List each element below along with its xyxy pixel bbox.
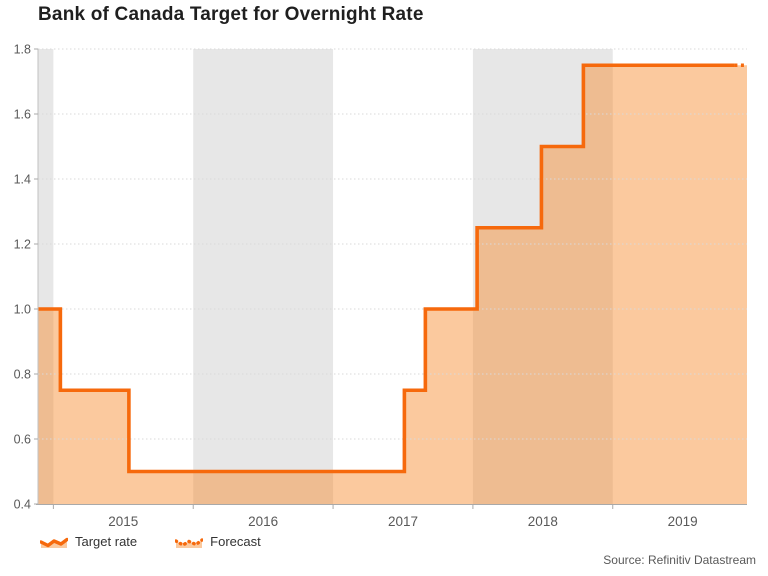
year-shading-band (472, 49, 613, 504)
y-tick-label: 0.4 (14, 498, 31, 512)
x-tick-label: 2015 (108, 514, 138, 529)
year-shading-band (193, 49, 334, 504)
legend-item-target-rate: Target rate (40, 533, 137, 549)
y-tick-label: 1.6 (14, 108, 31, 122)
chart-title: Bank of Canada Target for Overnight Rate (38, 4, 424, 25)
legend-item-forecast: Forecast (175, 533, 261, 549)
target-rate-swatch-icon (40, 537, 68, 548)
x-tick-label: 2017 (388, 514, 418, 529)
y-tick-label: 0.6 (14, 433, 31, 447)
y-tick-label: 1.4 (14, 173, 31, 187)
legend-label-target-rate: Target rate (75, 533, 138, 549)
y-tick-label: 1.0 (14, 303, 31, 317)
area-fill (38, 65, 747, 504)
legend-label-forecast: Forecast (210, 533, 261, 549)
forecast-swatch-icon (175, 538, 204, 548)
x-tick-label: 2016 (248, 514, 278, 529)
y-tick-label: 1.8 (14, 43, 31, 57)
year-shading-band (38, 49, 54, 504)
target-rate-line (38, 63, 735, 474)
x-tick-label: 2018 (528, 514, 558, 529)
x-tick-label: 2019 (668, 514, 698, 529)
y-tick-label: 0.8 (14, 368, 31, 382)
legend: Target rate Forecast (40, 533, 261, 549)
source-note: Source: Refinitiv Datastream (603, 553, 756, 567)
y-tick-label: 1.2 (14, 238, 31, 252)
